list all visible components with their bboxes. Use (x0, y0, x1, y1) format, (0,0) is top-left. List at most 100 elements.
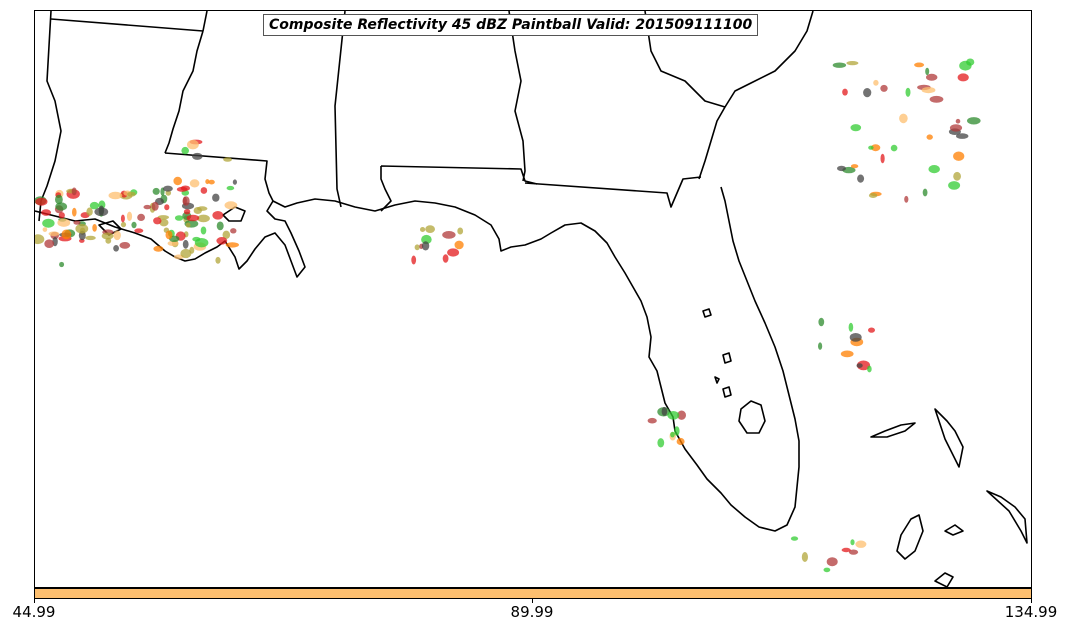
paintball-blob (826, 557, 838, 567)
paintball-blob (674, 426, 680, 436)
paintball-blob (55, 202, 68, 211)
paintball-blob (868, 327, 875, 333)
paintball-blob (113, 230, 121, 241)
paintball-blob (790, 536, 799, 541)
paintball-blob (447, 248, 460, 257)
paintball-blob (863, 88, 872, 98)
paintball-blob (48, 231, 60, 237)
paintball-blob (108, 191, 123, 200)
state-border-ga-fl (524, 176, 702, 208)
paintball-blob (832, 62, 847, 68)
paintball-blob (670, 431, 675, 438)
paintball-blob (676, 437, 685, 446)
paintball-blob (953, 151, 965, 161)
state-border-ar-la (50, 18, 204, 32)
paintball-blob (44, 239, 55, 248)
paintball-blob (921, 87, 936, 94)
paintball-blob (174, 215, 184, 221)
paintball-blob (926, 134, 933, 140)
paintball-blob (841, 547, 851, 553)
paintball-blob (127, 191, 136, 197)
state-border-ms-al (334, 11, 346, 208)
colorbar-tick-mark-max (1031, 599, 1032, 603)
paintball-blob (842, 88, 848, 96)
paintball-blob (187, 139, 199, 150)
paintball-blob (152, 187, 160, 195)
paintball-blob (657, 438, 665, 448)
paintball-blob (85, 235, 96, 241)
fl-lake-2 (722, 352, 732, 364)
paintball-blob (442, 254, 449, 263)
bahamas-island-b (934, 572, 954, 587)
paintball-blob (126, 211, 133, 221)
paintball-blob (224, 201, 238, 210)
paintball-blob (59, 261, 65, 268)
paintball-blob (223, 157, 233, 162)
louisiana-west-border (38, 11, 62, 222)
paintball-blob (73, 220, 81, 225)
paintball-blob (848, 322, 854, 332)
paintball-blob (929, 95, 944, 103)
paintball-blob (212, 211, 224, 220)
paintball-blob (72, 207, 77, 217)
paintball-blob (89, 201, 99, 210)
paintball-blob (176, 186, 188, 192)
paintball-blob (222, 230, 231, 239)
paintball-blob (953, 171, 961, 181)
paintball-blob (173, 176, 182, 186)
paintball-blob (186, 214, 200, 222)
lake-okeechobee (738, 400, 766, 434)
paintball-blob (818, 317, 825, 327)
paintball-blob (212, 193, 220, 202)
paintball-blob (855, 540, 867, 548)
fl-lake-3 (722, 386, 732, 398)
paintball-blob (905, 87, 911, 97)
paintball-blob (880, 84, 888, 92)
paintball-blob (205, 179, 210, 185)
paintball-blob (35, 234, 45, 245)
bahamas-grand (870, 422, 916, 438)
paintball-blob (948, 181, 961, 190)
bahamas-andros (896, 514, 924, 560)
paintball-blob (922, 188, 928, 197)
paintball-blob (225, 242, 239, 248)
paintball-blob (183, 209, 191, 215)
lake-pontchartrain (222, 206, 246, 222)
colorbar-tick-label-mid: 89.99 (510, 603, 554, 621)
paintball-blob (850, 164, 859, 169)
paintball-blob (823, 567, 831, 573)
state-border-al-fl (380, 165, 538, 212)
paintball-blob (801, 552, 809, 562)
paintball-blob (215, 256, 221, 264)
paintball-blob (151, 201, 159, 211)
colorbar-tick-mark-min (34, 599, 35, 603)
paintball-blob (904, 195, 909, 203)
paintball-blob (837, 165, 846, 172)
paintball-blob (856, 363, 863, 368)
paintball-blob (925, 67, 930, 76)
colorbar (34, 588, 1032, 599)
paintball-blob (677, 410, 686, 420)
bahamas-island-c (714, 376, 720, 384)
paintball-blob (120, 221, 127, 228)
paintball-blob (185, 222, 191, 228)
paintball-blob (457, 227, 464, 235)
paintball-blob (200, 226, 207, 235)
paintball-blob (840, 350, 854, 358)
paintball-blob (182, 196, 190, 206)
paintball-blob (197, 214, 210, 223)
paintball-blob (92, 224, 97, 232)
paintball-blob (850, 124, 862, 132)
paintball-blob (194, 238, 209, 248)
paintball-blob (181, 146, 189, 155)
paintball-blob (661, 406, 668, 416)
paintball-blob (180, 248, 192, 259)
paintball-blobs (35, 58, 981, 573)
state-border-la-ms (164, 152, 274, 202)
paintball-blob (848, 549, 859, 555)
paintball-blob (189, 179, 200, 188)
paintball-blob (41, 209, 51, 216)
paintball-blob (61, 229, 72, 240)
paintball-blob (153, 217, 162, 225)
paintball-blob (200, 187, 208, 194)
